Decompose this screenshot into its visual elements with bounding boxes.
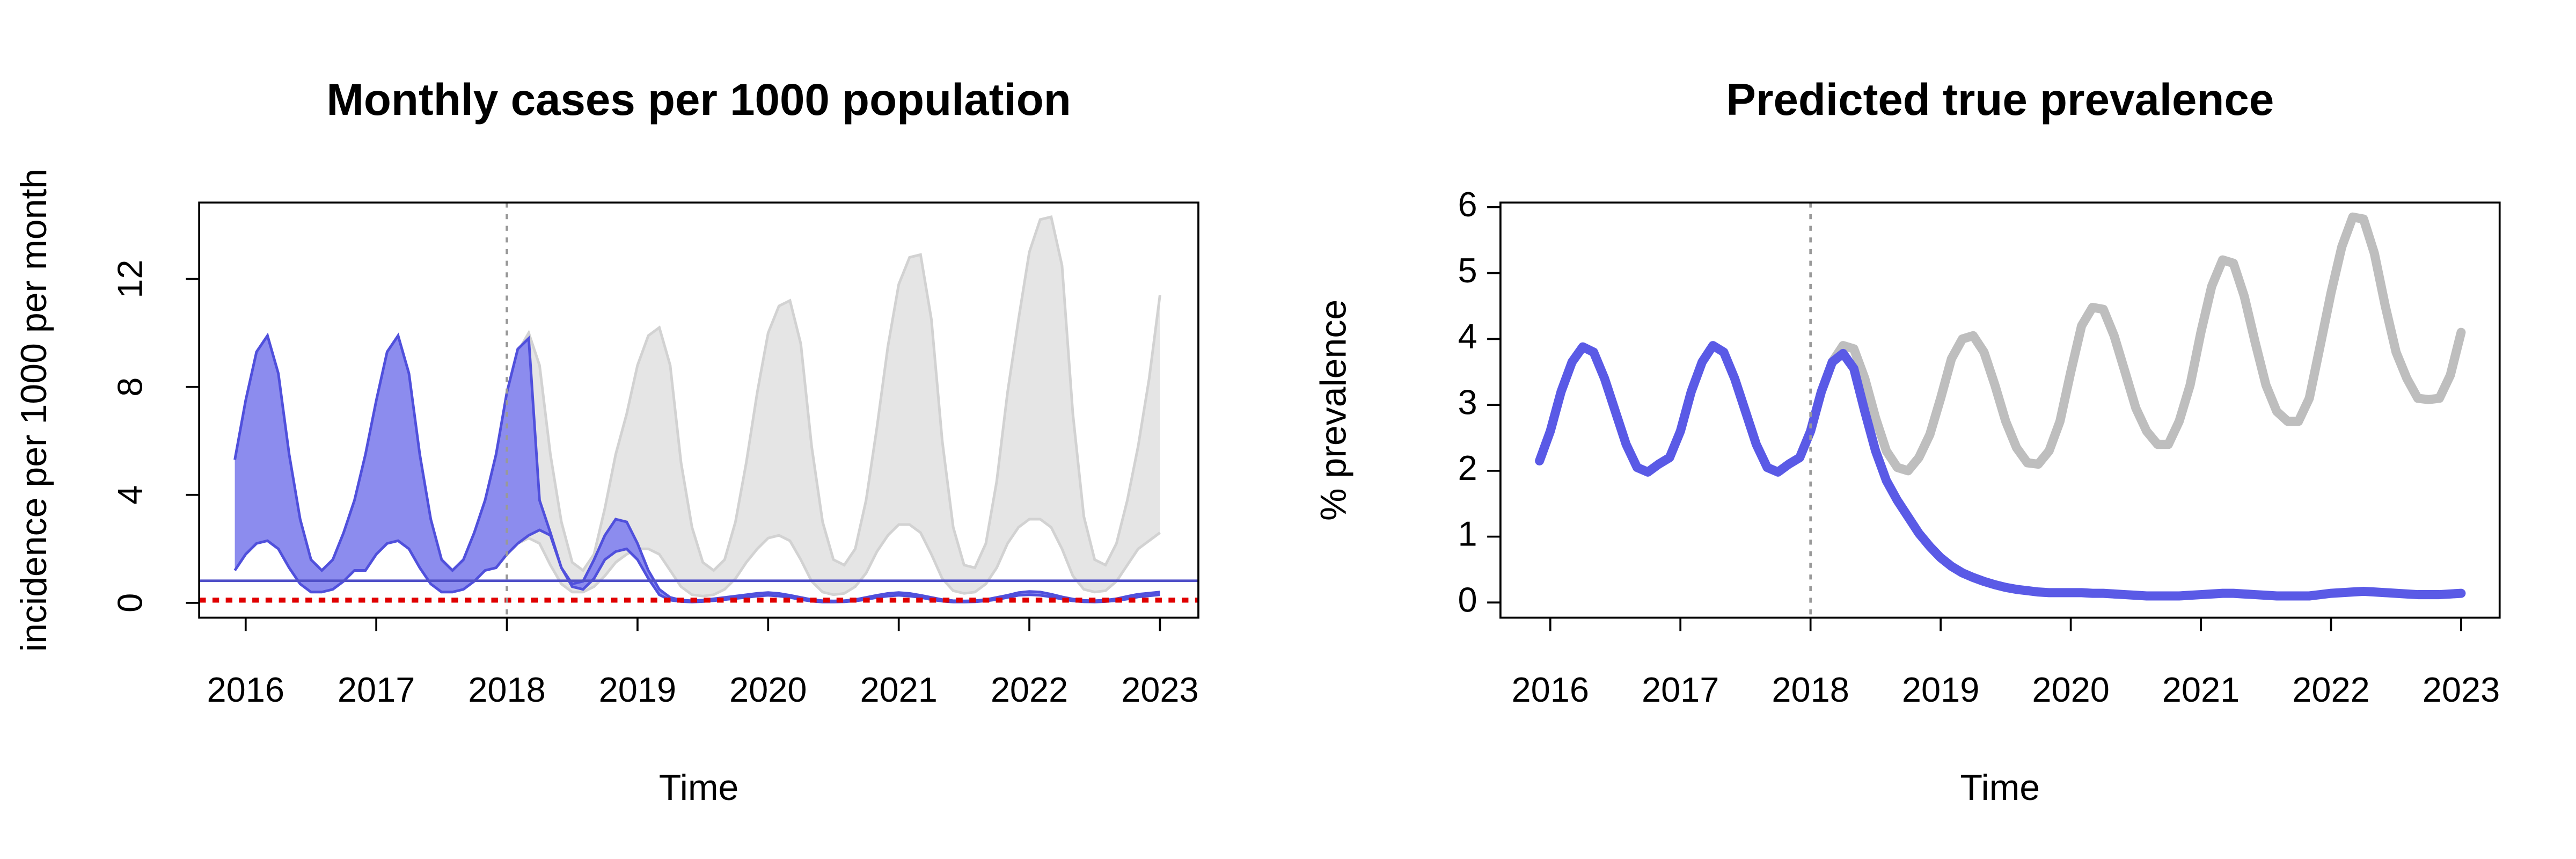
y-tick-label: 4	[111, 485, 150, 505]
chart-title: Predicted true prevalence	[1726, 74, 2274, 125]
plot-frame	[1499, 201, 2501, 619]
x-axis-label: Time	[659, 767, 739, 808]
x-tick-label: 2022	[2292, 670, 2369, 709]
x-tick-label: 2022	[991, 670, 1068, 709]
x-tick-label: 2018	[468, 670, 545, 709]
x-tick-label: 2020	[729, 670, 807, 709]
x-tick-label: 2021	[2162, 670, 2240, 709]
y-tick-label: 5	[1458, 251, 1477, 290]
y-tick-label: 0	[111, 593, 150, 613]
x-axis-label: Time	[1960, 767, 2040, 808]
band-edge	[494, 215, 1161, 573]
band-edge	[233, 528, 1160, 603]
x-tick-label: 2023	[2423, 670, 2500, 709]
x-tick-label: 2016	[207, 670, 284, 709]
band-edge	[495, 518, 1161, 598]
x-tick-label: 2020	[2032, 670, 2109, 709]
line	[1795, 212, 2466, 476]
y-axis-label: % prevalence	[1313, 300, 1354, 521]
x-tick-label: 2017	[1642, 670, 1719, 709]
y-axis-label: incidence per 1000 per month	[13, 169, 54, 652]
x-tick-label: 2018	[1772, 670, 1849, 709]
y-tick-label: 3	[1458, 382, 1477, 421]
y-tick-label: 12	[111, 259, 150, 298]
chart-title: Monthly cases per 1000 population	[326, 74, 1071, 125]
x-tick-label: 2019	[1902, 670, 1979, 709]
y-tick-label: 6	[1458, 185, 1477, 224]
plot-frame	[198, 201, 1199, 619]
x-tick-label: 2021	[860, 670, 937, 709]
y-tick-label: 8	[111, 377, 150, 397]
x-tick-label: 2017	[338, 670, 415, 709]
band-edge	[233, 332, 1160, 602]
band-area	[235, 336, 1160, 602]
x-tick-label: 2019	[599, 670, 676, 709]
y-tick-label: 2	[1458, 448, 1477, 487]
y-tick-label: 4	[1458, 317, 1477, 356]
x-tick-label: 2023	[1121, 670, 1198, 709]
line	[1535, 341, 2466, 601]
y-tick-label: 1	[1458, 514, 1477, 554]
x-tick-label: 2016	[1512, 670, 1589, 709]
y-tick-label: 0	[1458, 580, 1477, 619]
